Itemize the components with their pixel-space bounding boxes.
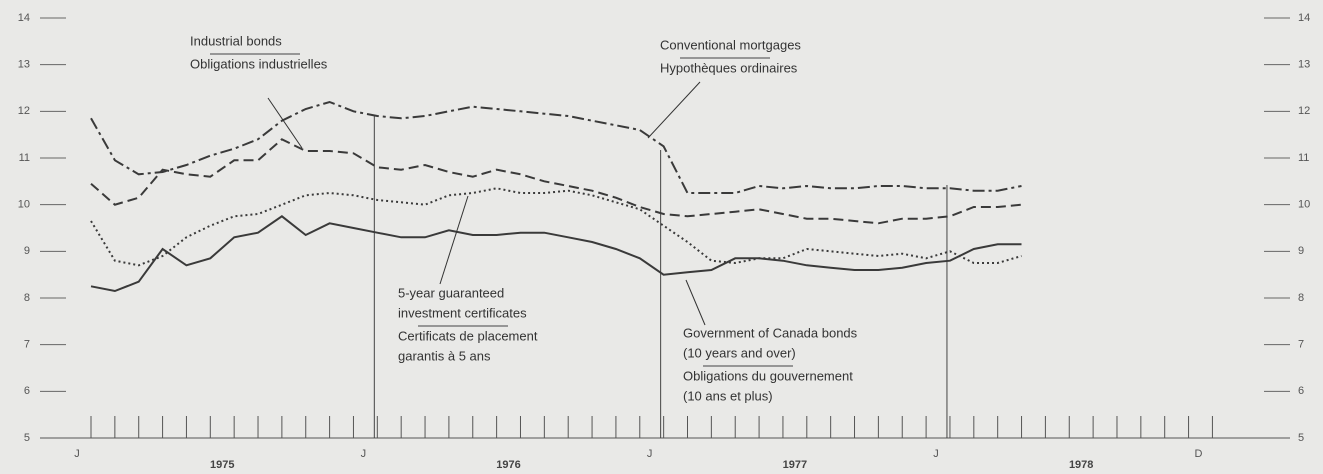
y-tick-label: 5 xyxy=(24,432,30,444)
year-label: 1978 xyxy=(1069,459,1093,471)
y-tick-label: 6 xyxy=(24,385,30,397)
annotation-text: investment certificates xyxy=(398,305,527,320)
series-line xyxy=(90,100,1022,194)
y-tick-label: 7 xyxy=(24,339,30,351)
x-tick-label: J xyxy=(361,448,367,460)
annotation-leader xyxy=(647,81,701,139)
series-line xyxy=(90,187,1022,267)
y-tick-label: 13 xyxy=(18,59,30,71)
y-tick-label: 9 xyxy=(24,245,30,257)
annotation-text: Conventional mortgages xyxy=(660,37,801,52)
annotation-text: Hypothèques ordinaires xyxy=(660,60,798,75)
y2-tick-label: 14 xyxy=(1298,12,1310,24)
year-label: 1975 xyxy=(210,459,234,471)
x-tick-label: J xyxy=(933,448,939,460)
x-tick-label: J xyxy=(74,448,80,460)
annotation-leader xyxy=(267,97,303,149)
y2-tick-label: 7 xyxy=(1298,339,1304,351)
y2-tick-label: 10 xyxy=(1298,199,1310,211)
y-tick-label: 10 xyxy=(18,199,30,211)
x-tick-label: D xyxy=(1194,448,1202,460)
annotation-leader xyxy=(439,195,469,285)
annotation-leader xyxy=(685,279,706,326)
annotation-text: (10 ans et plus) xyxy=(683,388,773,403)
y2-tick-label: 11 xyxy=(1298,152,1309,164)
annotation-text: Obligations industrielles xyxy=(190,56,328,71)
y2-tick-label: 8 xyxy=(1298,292,1304,304)
year-label: 1977 xyxy=(783,459,807,471)
annotation-text: Government of Canada bonds xyxy=(683,325,858,340)
y-tick-label: 12 xyxy=(18,105,30,117)
series-line xyxy=(90,215,1022,293)
annotation-text: 5-year guaranteed xyxy=(398,285,504,300)
y-tick-label: 8 xyxy=(24,292,30,304)
y2-tick-label: 5 xyxy=(1298,432,1304,444)
annotation-text: garantis à 5 ans xyxy=(398,348,491,363)
y-tick-label: 11 xyxy=(19,152,30,164)
y2-tick-label: 13 xyxy=(1298,59,1310,71)
annotation-text: (10 years and over) xyxy=(683,345,796,360)
annotation-text: Obligations du gouvernement xyxy=(683,368,853,383)
y2-tick-label: 6 xyxy=(1298,385,1304,397)
x-tick-label: J xyxy=(647,448,653,460)
y2-tick-label: 12 xyxy=(1298,105,1310,117)
y2-tick-label: 9 xyxy=(1298,245,1304,257)
annotation-text: Certificats de placement xyxy=(398,328,538,343)
y-tick-label: 14 xyxy=(18,12,30,24)
series-line xyxy=(90,138,1022,225)
year-label: 1976 xyxy=(496,459,520,471)
annotation-text: Industrial bonds xyxy=(190,33,282,48)
